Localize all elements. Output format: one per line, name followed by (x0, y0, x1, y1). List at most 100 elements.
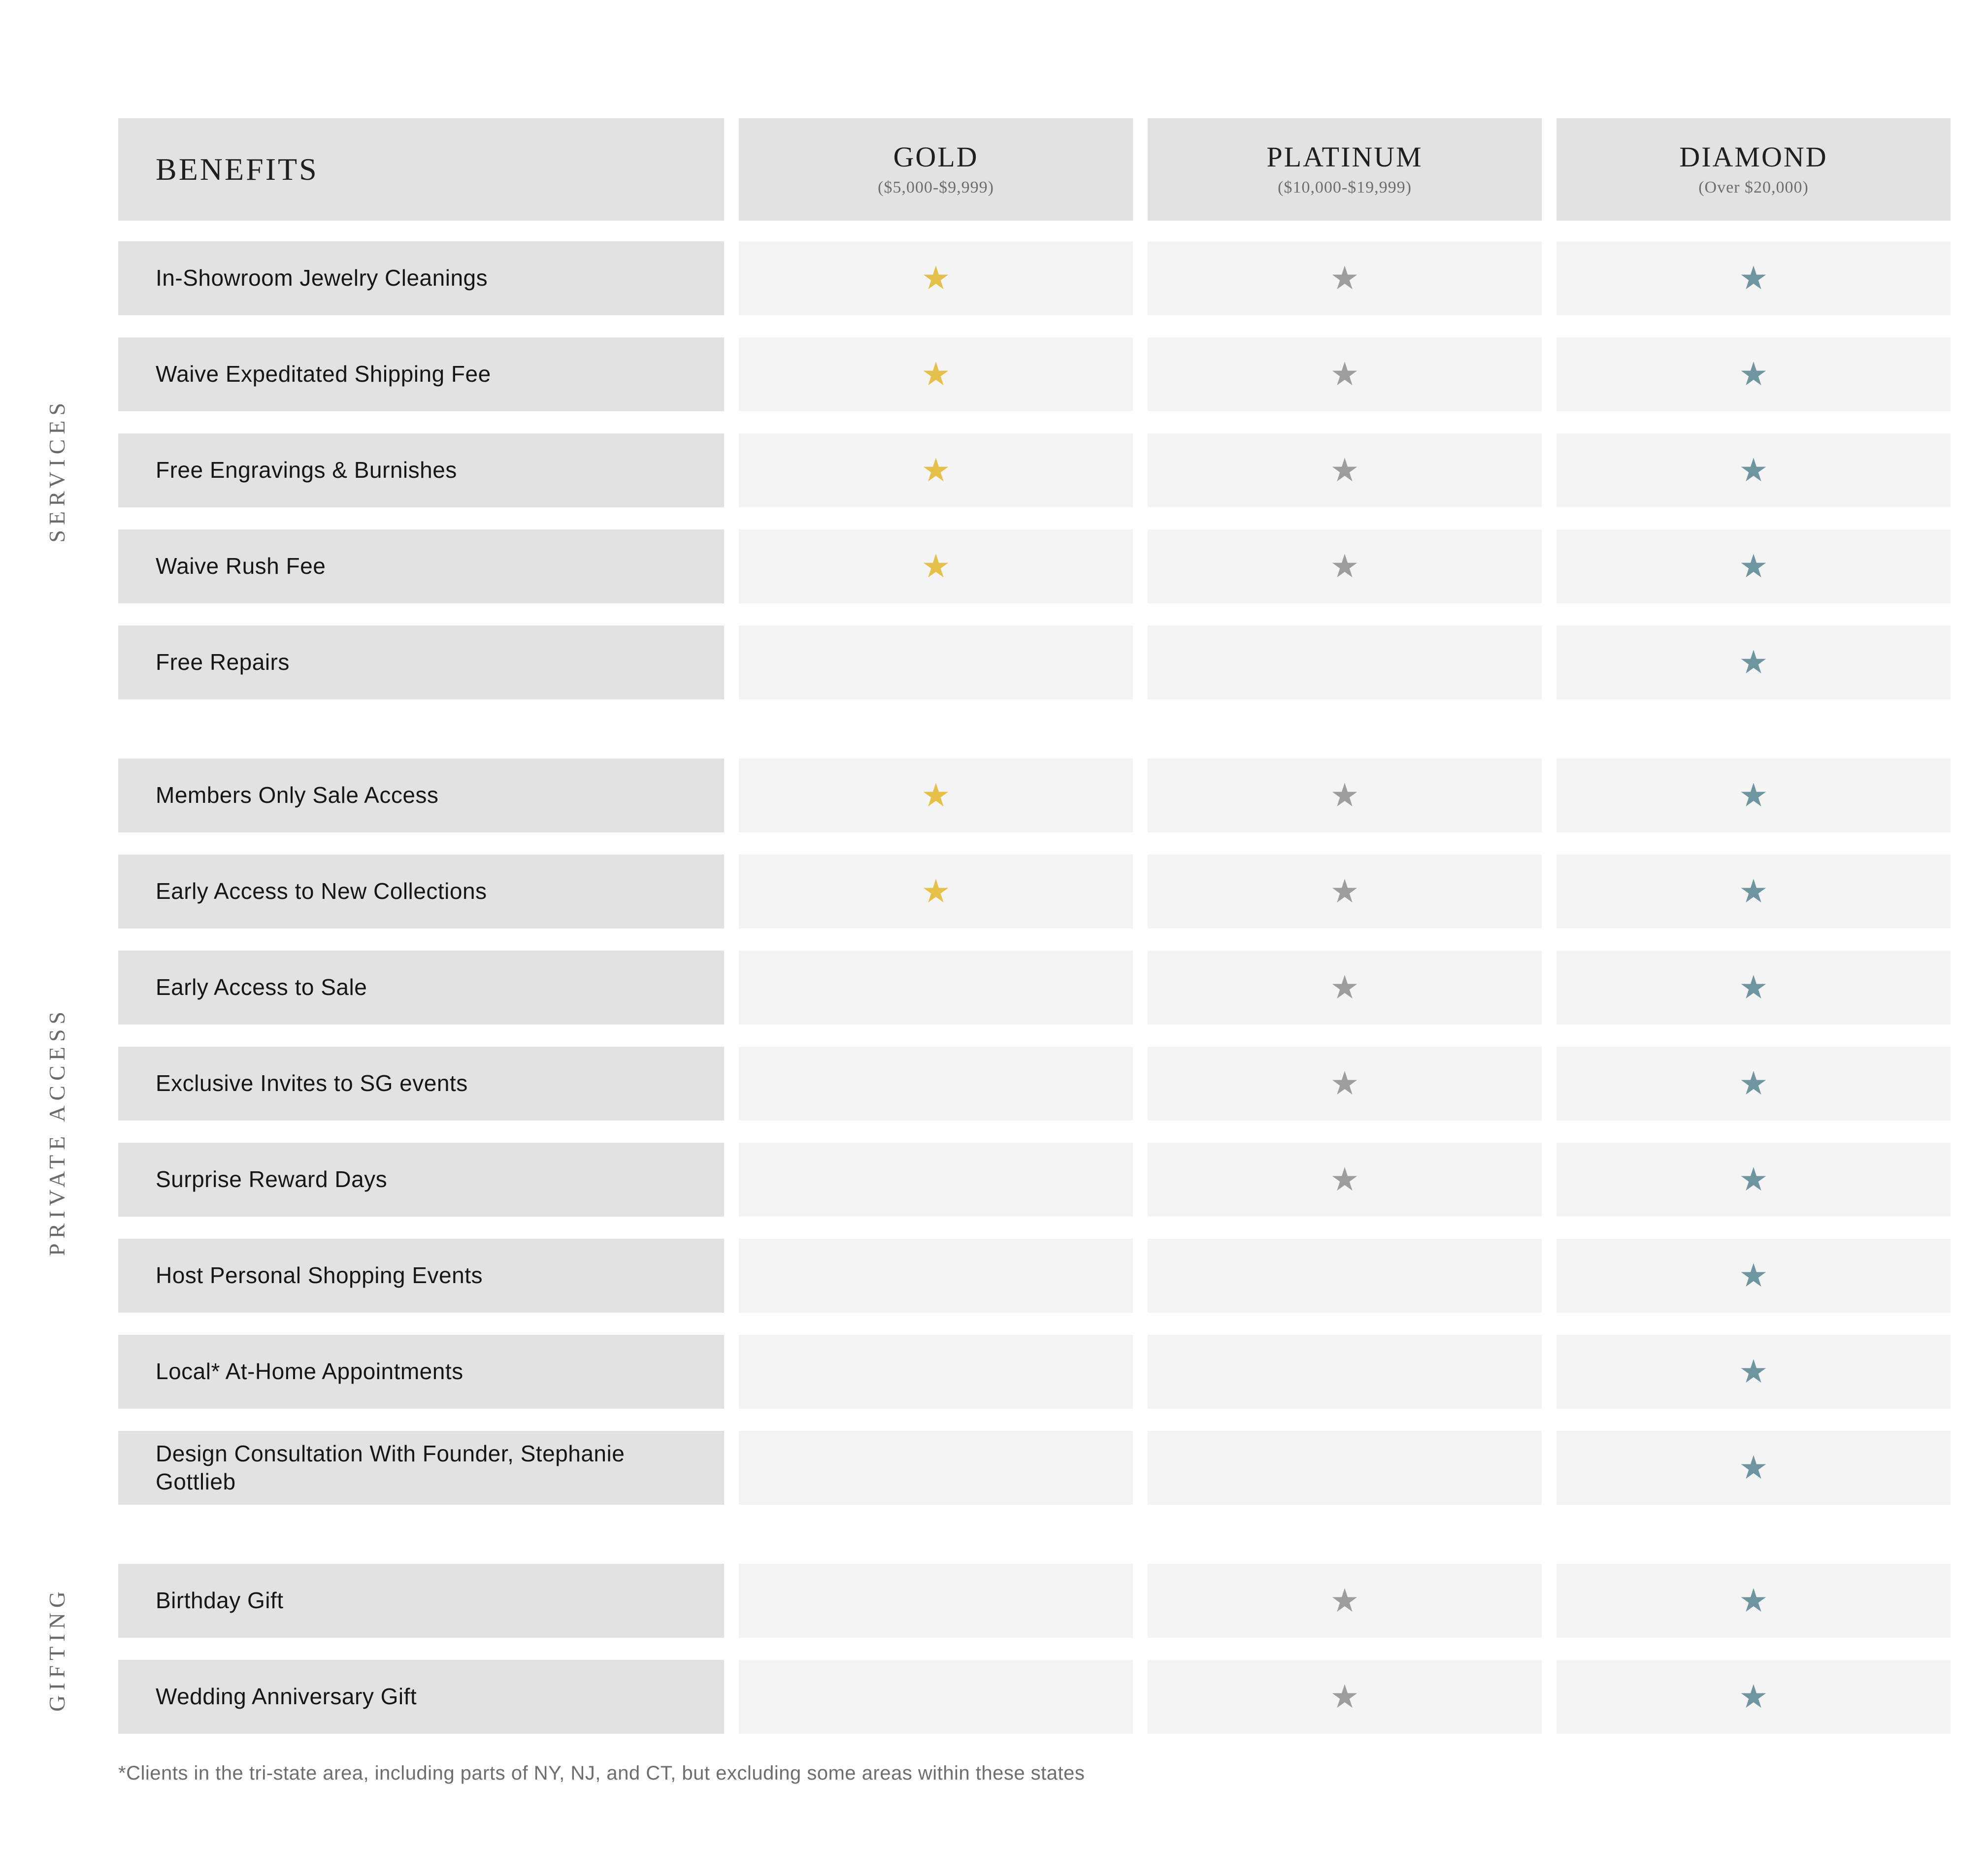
diamond-star-icon: ★ (1739, 1678, 1768, 1716)
section-gifting: GIFTING Birthday Gift ★ ★ Wedding Anniversar… (44, 1564, 1951, 1734)
platinum-star-cell: ★ (1148, 855, 1542, 928)
platinum-star-cell: ★ (1148, 951, 1542, 1025)
gold-star-icon: ★ (921, 259, 951, 297)
benefit-label: Host Personal Shopping Events (118, 1239, 724, 1313)
tier-header-platinum: PLATINUM ($10,000-$19,999) (1148, 118, 1542, 221)
platinum-star-icon: ★ (1330, 1064, 1359, 1102)
platinum-star-cell: ★ (1148, 433, 1542, 507)
gold-star-cell (739, 1660, 1133, 1734)
gold-star-cell (739, 1239, 1133, 1313)
benefit-label: In-Showroom Jewelry Cleanings (118, 241, 724, 315)
platinum-star-cell: ★ (1148, 241, 1542, 315)
gold-star-cell: ★ (739, 337, 1133, 411)
diamond-star-cell: ★ (1557, 951, 1951, 1025)
benefit-label: Members Only Sale Access (118, 759, 724, 832)
diamond-star-cell: ★ (1557, 1047, 1951, 1121)
benefit-row: Early Access to Sale ★ ★ (118, 951, 1951, 1025)
section-label-box-gifting: GIFTING (34, 1564, 79, 1734)
diamond-star-cell: ★ (1557, 1239, 1951, 1313)
diamond-star-cell: ★ (1557, 337, 1951, 411)
diamond-star-icon: ★ (1739, 1256, 1768, 1294)
gold-star-cell: ★ (739, 529, 1133, 603)
benefit-row: Birthday Gift ★ ★ (118, 1564, 1951, 1638)
diamond-star-cell: ★ (1557, 1335, 1951, 1409)
benefit-label: Wedding Anniversary Gift (118, 1660, 724, 1734)
benefit-label: Free Engravings & Burnishes (118, 433, 724, 507)
gold-star-cell: ★ (739, 759, 1133, 832)
diamond-star-icon: ★ (1739, 259, 1768, 297)
sections: SERVICES In-Showroom Jewelry Cleanings ★ ★ ★… (44, 241, 1951, 1734)
section-label-gifting: GIFTING (44, 1586, 69, 1712)
benefit-label: Birthday Gift (118, 1564, 724, 1638)
platinum-star-icon: ★ (1330, 1160, 1359, 1198)
diamond-star-cell: ★ (1557, 1564, 1951, 1638)
platinum-star-cell: ★ (1148, 1047, 1542, 1121)
platinum-star-cell (1148, 1335, 1542, 1409)
gold-star-cell (739, 1564, 1133, 1638)
platinum-star-icon: ★ (1330, 776, 1359, 814)
platinum-star-cell (1148, 626, 1542, 699)
gold-star-cell: ★ (739, 433, 1133, 507)
diamond-star-icon: ★ (1739, 547, 1768, 585)
tier-range-gold: ($5,000-$9,999) (878, 178, 994, 197)
gold-star-cell (739, 951, 1133, 1025)
benefit-row: Waive Expeditated Shipping Fee ★ ★ ★ (118, 337, 1951, 411)
diamond-star-icon: ★ (1739, 355, 1768, 393)
platinum-star-cell: ★ (1148, 337, 1542, 411)
benefit-row: Members Only Sale Access ★ ★ ★ (118, 759, 1951, 832)
diamond-star-cell: ★ (1557, 855, 1951, 928)
diamond-star-icon: ★ (1739, 1160, 1768, 1198)
table-header-row: BENEFITS GOLD ($5,000-$9,999) PLATINUM (… (118, 118, 1951, 221)
gold-star-cell (739, 1143, 1133, 1217)
benefit-row: Exclusive Invites to SG events ★ ★ (118, 1047, 1951, 1121)
gold-star-icon: ★ (921, 451, 951, 489)
benefit-label: Waive Expeditated Shipping Fee (118, 337, 724, 411)
diamond-star-icon: ★ (1739, 643, 1768, 681)
diamond-star-icon: ★ (1739, 1064, 1768, 1102)
platinum-star-cell: ★ (1148, 1660, 1542, 1734)
tier-name-gold: GOLD (893, 141, 979, 173)
section-label-private-access: PRIVATE ACCESS (44, 1007, 69, 1256)
benefits-table: BENEFITS GOLD ($5,000-$9,999) PLATINUM (… (44, 118, 1951, 1785)
gold-star-cell (739, 1335, 1133, 1409)
gold-star-cell (739, 1047, 1133, 1121)
benefits-header-label: BENEFITS (156, 152, 319, 187)
benefit-label: Local* At-Home Appointments (118, 1335, 724, 1409)
tier-range-platinum: ($10,000-$19,999) (1278, 178, 1412, 197)
diamond-star-icon: ★ (1739, 1353, 1768, 1390)
benefit-row: Host Personal Shopping Events ★ (118, 1239, 1951, 1313)
platinum-star-cell (1148, 1431, 1542, 1505)
diamond-star-cell: ★ (1557, 529, 1951, 603)
section-label-box-services: SERVICES (34, 241, 79, 699)
benefits-header-cell: BENEFITS (118, 118, 724, 221)
footnote-text: *Clients in the tri-state area, includin… (118, 1762, 1085, 1784)
platinum-star-cell: ★ (1148, 1564, 1542, 1638)
diamond-star-cell: ★ (1557, 759, 1951, 832)
benefit-label: Surprise Reward Days (118, 1143, 724, 1217)
gold-star-icon: ★ (921, 872, 951, 910)
tier-name-diamond: DIAMOND (1679, 141, 1828, 173)
platinum-star-icon: ★ (1330, 968, 1359, 1006)
platinum-star-cell: ★ (1148, 759, 1542, 832)
benefit-row: Design Consultation With Founder, Stepha… (118, 1431, 1951, 1505)
diamond-star-cell: ★ (1557, 433, 1951, 507)
benefit-row: Waive Rush Fee ★ ★ ★ (118, 529, 1951, 603)
tier-range-diamond: (Over $20,000) (1698, 178, 1809, 197)
diamond-star-cell: ★ (1557, 1143, 1951, 1217)
benefit-row: Early Access to New Collections ★ ★ ★ (118, 855, 1951, 928)
benefit-row: Surprise Reward Days ★ ★ (118, 1143, 1951, 1217)
gold-star-cell (739, 626, 1133, 699)
tier-header-diamond: DIAMOND (Over $20,000) (1557, 118, 1951, 221)
platinum-star-cell (1148, 1239, 1542, 1313)
platinum-star-icon: ★ (1330, 259, 1359, 297)
gold-star-icon: ★ (921, 355, 951, 393)
gold-star-icon: ★ (921, 547, 951, 585)
benefit-row: Wedding Anniversary Gift ★ ★ (118, 1660, 1951, 1734)
benefit-label: Waive Rush Fee (118, 529, 724, 603)
diamond-star-icon: ★ (1739, 872, 1768, 910)
tier-header-gold: GOLD ($5,000-$9,999) (739, 118, 1133, 221)
platinum-star-icon: ★ (1330, 355, 1359, 393)
benefit-label: Free Repairs (118, 626, 724, 699)
benefit-label: Design Consultation With Founder, Stepha… (118, 1431, 724, 1505)
